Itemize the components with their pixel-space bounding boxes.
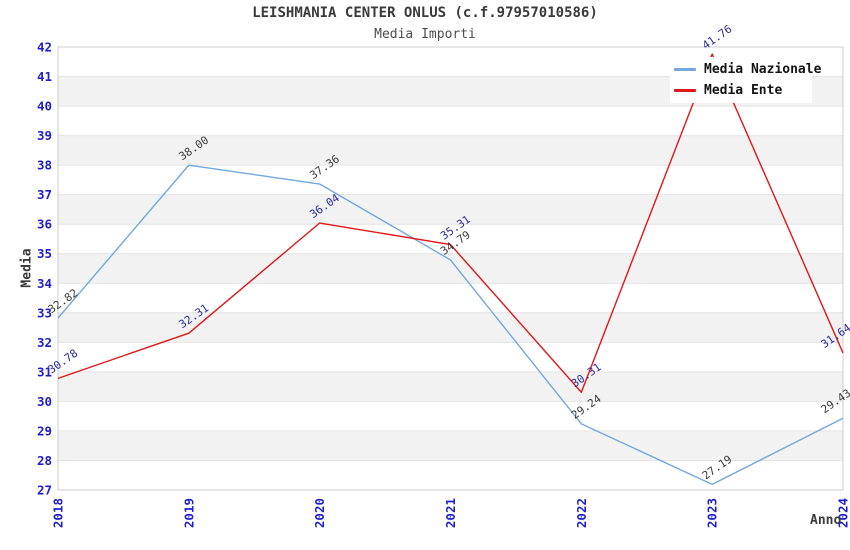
- y-tick-label: 28: [37, 453, 52, 468]
- y-tick-label: 37: [37, 187, 52, 202]
- y-tick-label: 32: [37, 335, 52, 350]
- data-label: 41.76: [700, 22, 735, 52]
- y-tick-label: 38: [37, 158, 52, 173]
- legend: Media Nazionale Media Ente: [670, 57, 821, 103]
- x-tick-label: 2020: [312, 498, 327, 528]
- media-nazionale-line-swatch: [674, 68, 696, 72]
- y-tick-label: 42: [37, 40, 52, 55]
- chart-subtitle: Media Importi: [374, 27, 476, 42]
- y-tick-label: 36: [37, 217, 52, 232]
- x-tick-label: 2022: [574, 498, 589, 528]
- x-tick-label: 2024: [836, 498, 850, 528]
- legend-item-media-nazionale: Media Nazionale: [670, 62, 821, 77]
- y-tick-label: 39: [37, 128, 52, 143]
- y-tick-label: 40: [37, 99, 52, 114]
- y-tick-label: 35: [37, 246, 52, 261]
- x-tick-label: 2019: [181, 498, 196, 528]
- x-tick-label: 2021: [443, 498, 458, 528]
- y-tick-label: 30: [37, 394, 52, 409]
- media-ente-line-swatch: [674, 88, 696, 92]
- legend-item-media-ente: Media Ente: [670, 83, 812, 98]
- y-tick-label: 33: [37, 305, 52, 320]
- x-tick-label: 2023: [705, 498, 720, 528]
- x-axis-title: Anno: [810, 513, 842, 528]
- chart-title: LEISHMANIA CENTER ONLUS (c.f.97957010586…: [252, 5, 598, 21]
- legend-label-media-ente: Media Ente: [704, 82, 783, 98]
- y-tick-label: 31: [37, 364, 52, 379]
- y-tick-label: 29: [37, 423, 52, 438]
- y-tick-label: 27: [37, 483, 52, 498]
- legend-label-media-nazionale: Media Nazionale: [704, 62, 822, 78]
- y-tick-label: 34: [37, 276, 52, 291]
- x-tick-label: 2018: [51, 498, 66, 528]
- y-tick-label: 41: [37, 69, 52, 84]
- y-axis-title: Media: [19, 248, 35, 288]
